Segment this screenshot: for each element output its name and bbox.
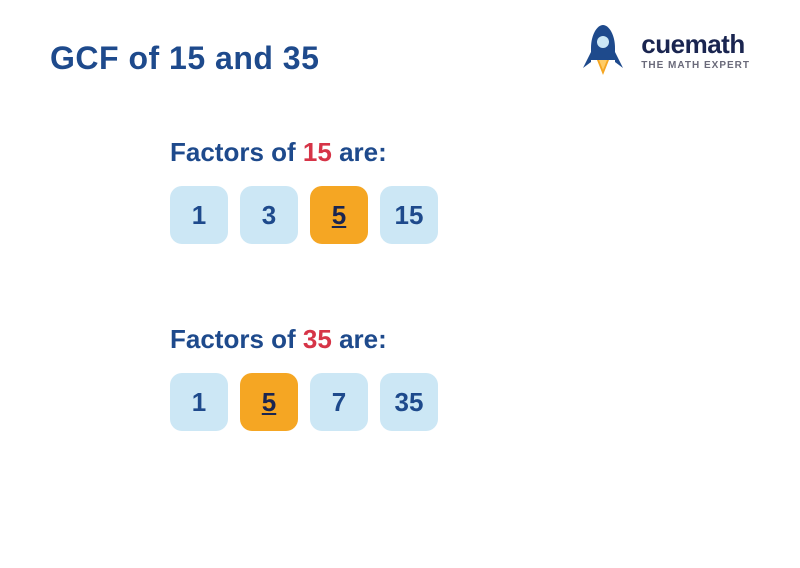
label-number: 35 [303, 324, 332, 354]
label-prefix: Factors of [170, 137, 303, 167]
factor-box: 3 [240, 186, 298, 244]
factor-box: 35 [380, 373, 438, 431]
factors-section: Factors of 35 are:15735 [170, 324, 750, 431]
factor-box: 1 [170, 186, 228, 244]
title-prefix: GCF of [50, 40, 169, 76]
factor-box-gcf: 5 [310, 186, 368, 244]
logo-text: cuemath THE MATH EXPERT [641, 29, 750, 71]
label-number: 15 [303, 137, 332, 167]
factor-box: 15 [380, 186, 438, 244]
title-num1: 15 [169, 40, 206, 76]
brand-name: cuemath [641, 29, 750, 60]
factor-box-gcf: 5 [240, 373, 298, 431]
factors-section: Factors of 15 are:13515 [170, 137, 750, 244]
label-prefix: Factors of [170, 324, 303, 354]
brand-logo: cuemath THE MATH EXPERT [573, 20, 750, 80]
rocket-icon [573, 20, 633, 80]
label-suffix: are: [332, 324, 387, 354]
factors-row: 13515 [170, 186, 750, 244]
factor-box: 1 [170, 373, 228, 431]
title-mid: and [206, 40, 283, 76]
brand-tagline: THE MATH EXPERT [641, 60, 750, 71]
section-label: Factors of 35 are: [170, 324, 750, 355]
label-suffix: are: [332, 137, 387, 167]
factors-row: 15735 [170, 373, 750, 431]
sections-wrapper: Factors of 15 are:13515Factors of 35 are… [50, 137, 750, 431]
infographic-container: GCF of 15 and 35 cuemath THE MATH EXPERT… [0, 0, 800, 568]
title-num2: 35 [283, 40, 320, 76]
factor-box: 7 [310, 373, 368, 431]
section-label: Factors of 15 are: [170, 137, 750, 168]
